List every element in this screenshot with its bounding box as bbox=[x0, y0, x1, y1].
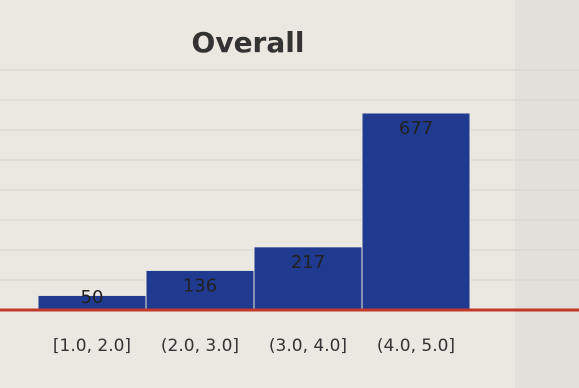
data-label: 217 bbox=[291, 252, 325, 273]
chart-title: Overall bbox=[192, 26, 305, 59]
x-tick-label: (4.0, 5.0] bbox=[377, 336, 455, 356]
data-label: 50 bbox=[81, 287, 104, 308]
x-tick-label: (3.0, 4.0] bbox=[269, 336, 347, 356]
data-label: 136 bbox=[183, 275, 217, 296]
side-panel bbox=[515, 0, 579, 388]
x-tick-label: (2.0, 3.0] bbox=[161, 336, 239, 356]
x-tick-label: [1.0, 2.0] bbox=[53, 336, 131, 356]
data-label: 677 bbox=[399, 118, 433, 139]
bar bbox=[361, 112, 471, 311]
